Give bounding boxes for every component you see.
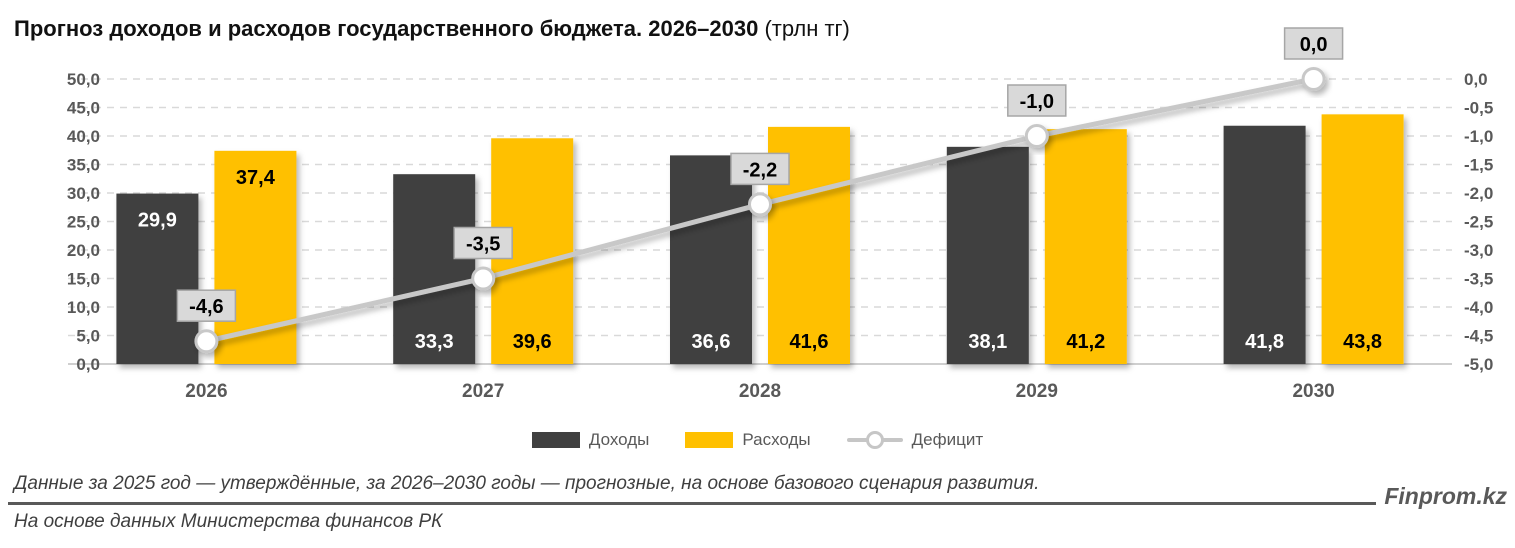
deficit-label-box [176,289,237,322]
left-axis-tick: 15,0 [67,270,100,289]
deficit-marker-2028 [748,192,772,217]
left-axis-tick: 35,0 [67,156,100,175]
footnote-data-source: На основе данных Министерства финансов Р… [14,511,443,532]
bar-Доходы-2027 [393,174,476,364]
x-axis-label-2028: 2028 [739,381,781,402]
legend-item-revenues: Доходы [531,430,650,450]
right-axis-tick: -2,0 [1464,184,1493,203]
bar-label-Доходы-2028: 36,6 [692,331,731,353]
series-Расходы: 37,4 39,6 41,6 41,2 43,8 [214,114,1404,364]
deficit-label-box [1007,84,1067,117]
deficit-label-text: -2,2 [743,159,777,181]
x-axis-label-2030: 2030 [1292,381,1334,402]
deficit-label-box [453,226,513,260]
legend-item-expenses: Расходы [685,430,811,450]
deficit-label-2026: -4,6 [176,289,237,322]
right-axis-tick: -2,5 [1464,213,1493,232]
chart-title-units: (трлн тг) [758,16,850,41]
deficit-label-2029: -1,0 [1007,84,1067,117]
deficit-label-text: -1,0 [1020,91,1054,113]
deficit-marker-2029 [1024,124,1049,148]
chart-title-main: Прогноз доходов и расходов государственн… [14,16,759,41]
deficit-label-2030: 0,0 [1283,27,1344,60]
right-axis-tick: -3,0 [1464,241,1493,260]
chart-title: Прогноз доходов и расходов государственн… [14,16,850,42]
left-axis-tick: 30,0 [67,184,100,203]
footnote-source-period: Данные за 2025 год — утверждённые, за 20… [14,473,1040,494]
right-axis-tick: 0,0 [1464,70,1488,89]
bar-Доходы-2029 [946,146,1029,364]
left-axis-tick: 45,0 [67,99,100,118]
bar-Доходы-2028 [670,155,752,364]
bar-label-Доходы-2026: 29,9 [138,210,177,232]
bar-label-Расходы-2027: 39,6 [513,331,552,353]
right-axis-tick: -5,0 [1464,355,1493,374]
brand-logo: Finprom.kz [1384,483,1507,509]
bar-label-Расходы-2028: 41,6 [790,331,829,353]
x-axis-label-2026: 2026 [185,381,227,402]
series-Дефицит [194,67,1326,354]
right-axis-tick: -4,0 [1464,298,1493,317]
bar-label-Доходы-2030: 41,8 [1245,331,1284,353]
right-axis-tick: -1,5 [1464,156,1493,175]
footer-divider [8,502,1376,505]
deficit-label-text: -3,5 [466,234,500,256]
left-axis-tick: 5,0 [76,327,100,346]
revenues-swatch-icon [531,432,580,448]
bar-Расходы-2030 [1321,114,1404,364]
right-axis-tick: -0,5 [1464,99,1493,118]
bar-Доходы-2026 [116,193,199,364]
deficit-label-box [730,152,790,186]
x-axis-label-2027: 2027 [462,381,504,402]
bar-Расходы-2029 [1044,129,1127,364]
expenses-swatch-icon [685,432,734,448]
deficit-marker-2026 [194,329,219,354]
left-axis-tick: 40,0 [67,127,100,146]
legend-label-revenues: Доходы [588,430,650,449]
deficit-label-box [1283,27,1344,60]
legend-label-deficit: Дефицит [911,430,984,449]
deficit-label-2028: -2,2 [730,152,790,186]
bar-label-Расходы-2026: 37,4 [236,167,276,189]
right-axis-tick: -3,5 [1464,270,1493,289]
deficit-label-text: -4,6 [189,296,223,318]
left-axis-tick: 20,0 [67,241,100,260]
x-axis-label-2029: 2029 [1016,381,1058,402]
deficit-label-2027: -3,5 [453,226,513,260]
legend-item-deficit: Дефицит [846,430,984,450]
deficit-marker-2030 [1301,67,1326,91]
deficit-marker-2027 [471,266,496,291]
left-axis-tick: 0,0 [76,355,100,374]
left-axis-tick: 25,0 [67,213,100,232]
bar-label-Доходы-2029: 38,1 [968,331,1007,353]
left-axis-tick: 50,0 [67,70,100,89]
right-axis-tick: -1,0 [1464,127,1493,146]
bar-label-Расходы-2029: 41,2 [1066,331,1105,353]
bar-Доходы-2030 [1223,125,1306,365]
deficit-label-text: 0,0 [1300,34,1328,56]
bar-label-Расходы-2030: 43,8 [1343,331,1382,353]
deficit-swatch-icon [846,431,903,449]
legend: Доходы Расходы Дефицит [0,426,1515,454]
right-axis-tick: -4,5 [1464,327,1493,346]
bar-label-Доходы-2027: 33,3 [415,331,454,353]
legend-label-expenses: Расходы [742,430,811,449]
left-axis-tick: 10,0 [67,298,100,317]
series-Доходы: 29,9 33,3 36,6 38,1 41,8 [116,125,1306,365]
